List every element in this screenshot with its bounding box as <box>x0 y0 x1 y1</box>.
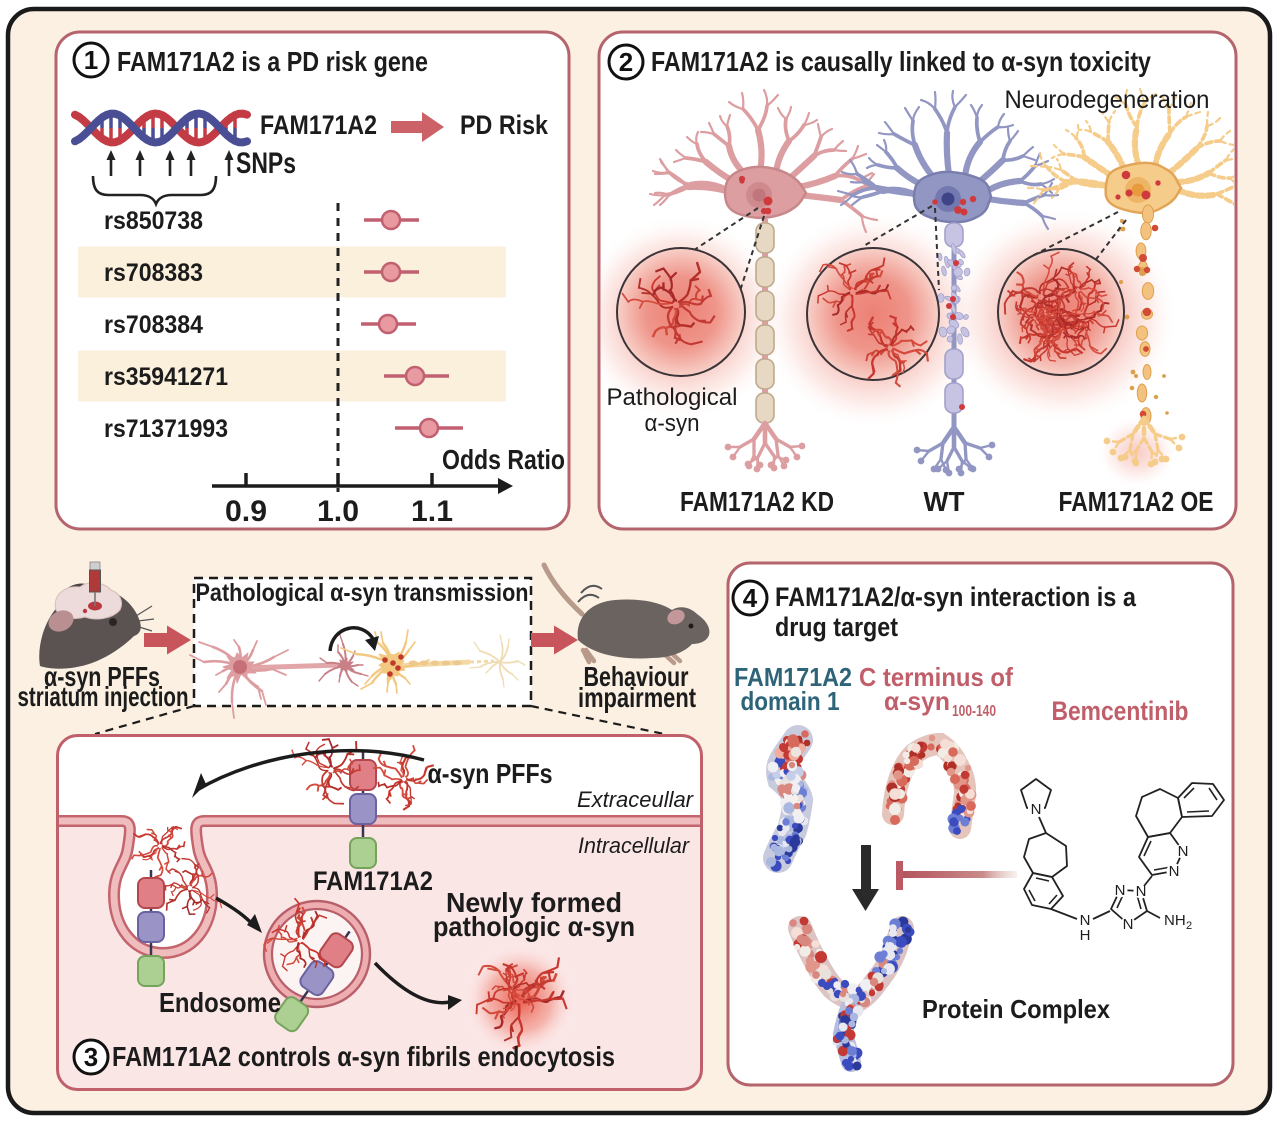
svg-text:FAM171A2: FAM171A2 <box>734 662 852 692</box>
svg-text:N: N <box>1136 883 1147 900</box>
svg-text:rs71371993: rs71371993 <box>104 415 228 443</box>
svg-text:rs35941271: rs35941271 <box>104 363 228 391</box>
svg-text:FAM171A2/α-syn interaction is: FAM171A2/α-syn interaction is a <box>775 582 1137 612</box>
svg-text:rs708383: rs708383 <box>104 259 203 287</box>
svg-text:N: N <box>1080 912 1091 929</box>
svg-text:100-140: 100-140 <box>952 703 996 720</box>
svg-text:N: N <box>1169 863 1180 880</box>
svg-text:2: 2 <box>619 47 633 77</box>
svg-text:1.1: 1.1 <box>411 495 453 528</box>
svg-text:Neurodegeneration: Neurodegeneration <box>1005 86 1210 114</box>
svg-text:FAM171A2 OE: FAM171A2 OE <box>1059 486 1214 517</box>
svg-text:Bemcentinib: Bemcentinib <box>1052 696 1189 726</box>
svg-text:SNPs: SNPs <box>236 147 296 180</box>
svg-text:striatum injection: striatum injection <box>18 681 189 712</box>
svg-text:Protein Complex: Protein Complex <box>922 994 1110 1024</box>
svg-text:Intracellular: Intracellular <box>578 833 691 858</box>
svg-text:FAM171A2 KD: FAM171A2 KD <box>680 486 834 517</box>
svg-text:FAM171A2 controls α-syn fibril: FAM171A2 controls α-syn fibrils endocyto… <box>112 1041 615 1072</box>
svg-text:Behaviour: Behaviour <box>584 661 689 692</box>
svg-text:N: N <box>1123 916 1134 933</box>
svg-text:FAM171A2: FAM171A2 <box>313 866 433 896</box>
svg-text:N: N <box>1031 801 1042 818</box>
svg-text:NH: NH <box>1164 912 1186 929</box>
svg-text:2: 2 <box>1186 920 1192 932</box>
svg-text:α-syn PFFs: α-syn PFFs <box>44 661 160 692</box>
svg-text:Extraceullar: Extraceullar <box>577 787 695 812</box>
svg-text:N: N <box>1178 843 1189 860</box>
svg-text:H: H <box>1080 927 1091 944</box>
svg-text:rs850738: rs850738 <box>104 207 203 235</box>
svg-text:Newly formed: Newly formed <box>446 887 622 918</box>
svg-text:Odds Ratio: Odds Ratio <box>442 444 565 475</box>
svg-text:Pathological α-syn transmissio: Pathological α-syn transmission <box>196 579 529 607</box>
svg-text:α-syn PFFs: α-syn PFFs <box>428 758 553 789</box>
svg-text:PD Risk: PD Risk <box>460 110 549 140</box>
svg-text:impairment: impairment <box>578 682 696 713</box>
svg-text:FAM171A2 is causally linked to: FAM171A2 is causally linked to α-syn tox… <box>651 46 1151 77</box>
svg-text:C terminus of: C terminus of <box>859 662 1013 692</box>
svg-text:N: N <box>1115 882 1126 899</box>
svg-text:pathologic α-syn: pathologic α-syn <box>433 911 635 942</box>
svg-text:1.0: 1.0 <box>317 495 359 528</box>
svg-text:FAM171A2 is a PD risk gene: FAM171A2 is a PD risk gene <box>117 46 428 77</box>
svg-text:rs708384: rs708384 <box>104 311 203 339</box>
svg-text:Pathological: Pathological <box>607 384 738 411</box>
svg-text:domain 1: domain 1 <box>741 686 840 716</box>
svg-text:Endosome: Endosome <box>159 987 281 1018</box>
svg-text:4: 4 <box>743 583 758 613</box>
svg-text:WT: WT <box>924 486 965 517</box>
svg-text:1: 1 <box>84 45 98 75</box>
svg-text:FAM171A2: FAM171A2 <box>260 110 377 140</box>
svg-text:α-syn: α-syn <box>884 686 950 716</box>
svg-text:α-syn: α-syn <box>645 410 700 437</box>
svg-text:3: 3 <box>84 1042 98 1072</box>
svg-text:drug target: drug target <box>775 612 898 642</box>
svg-text:0.9: 0.9 <box>225 495 267 528</box>
